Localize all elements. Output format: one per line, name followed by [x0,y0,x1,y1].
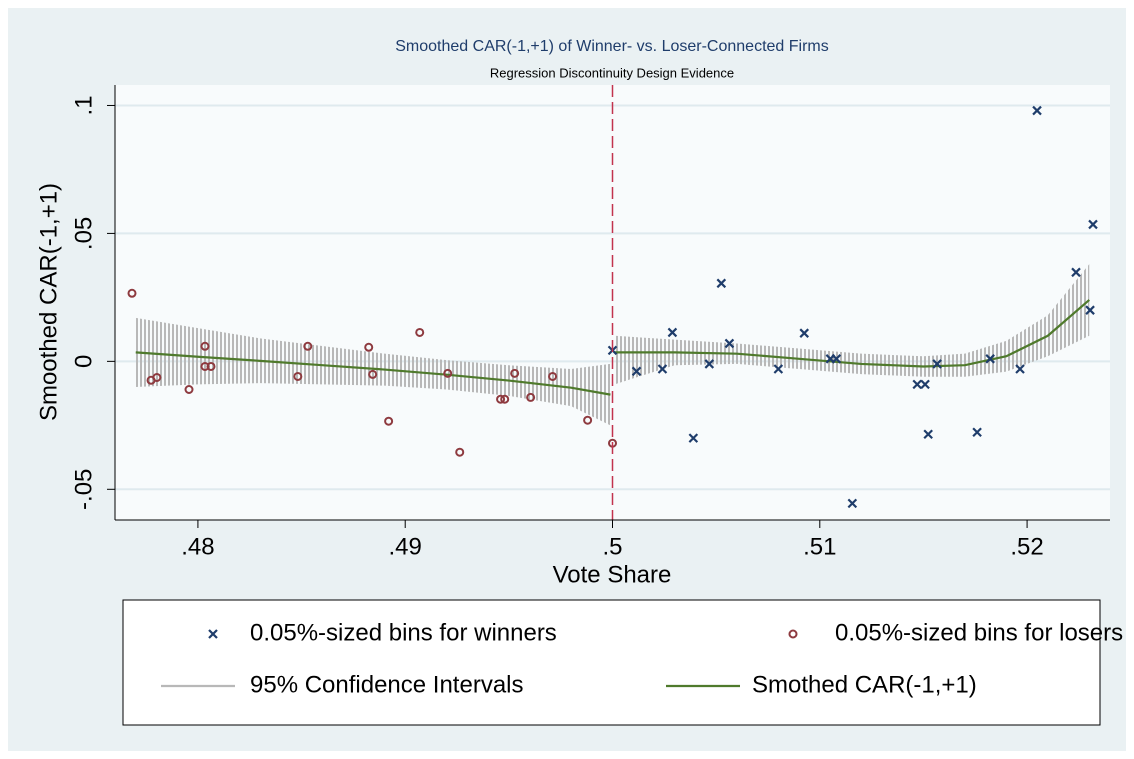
data-point [548,371,558,381]
data-point [152,372,162,382]
data-point [1032,105,1042,116]
plot-region [115,85,1110,520]
data-point [657,364,668,374]
legend-marker [788,629,798,639]
chart-title: Smoothed CAR(-1,+1) of Winner- vs. Loser… [395,38,828,55]
y-axis-title: Smoothed CAR(-1,+1) [35,183,62,421]
y-tick-label: -.05 [70,469,97,510]
data-point [799,328,810,338]
data-point [972,427,982,438]
data-point [912,379,922,390]
data-point [303,341,313,351]
data-point [496,394,506,404]
x-tick-label: .52 [1010,533,1043,560]
data-point [831,354,842,364]
data-point [1015,364,1025,374]
x-axis-title: Vote Share [553,561,672,588]
y-tick-label: .05 [70,217,97,250]
data-point [716,278,727,289]
data-point [932,359,942,369]
data-point [704,359,715,369]
legend-box [122,599,1101,726]
x-tick-label: .49 [389,533,422,560]
data-point [920,379,930,390]
chart-subtitle: Regression Discontinuity Design Evidence [490,65,734,80]
data-point [500,394,510,404]
data-layer [127,85,1098,520]
legend-label: 0.05%-sized bins for losers [835,619,1123,646]
data-point [184,385,194,394]
data-point [415,327,425,337]
data-point [443,368,453,378]
y-tick-label: .1 [70,95,97,115]
legend-label: Smothed CAR(-1,+1) [752,671,977,698]
data-point [583,415,593,425]
x-tick-label: .51 [803,533,836,560]
data-point [773,364,784,374]
data-point [364,342,374,352]
legend-label: 0.05%-sized bins for winners [250,619,557,646]
data-point [384,416,394,426]
data-point [985,354,995,364]
data-point [847,498,858,509]
data-point [724,338,735,349]
data-point [1088,219,1098,230]
smoothed-line [135,351,611,396]
data-point [1085,305,1095,315]
legend-marker [208,629,218,639]
data-point [293,371,303,381]
data-point [688,433,699,443]
data-point [526,392,536,402]
data-point [667,327,678,338]
data-point [923,429,933,440]
legend-label: 95% Confidence Intervals [250,671,524,698]
axis-layer: -.05 0 .05 .1 .48 .49 .5 .51 .52 [70,85,1110,560]
x-tick-label: .48 [181,533,214,560]
data-point [206,361,216,371]
data-point [455,447,465,457]
data-point [127,288,137,298]
data-point [510,368,520,378]
y-tick-label: 0 [70,355,97,368]
legend: 0.05%-sized bins for winners 0.05%-sized … [161,619,1123,698]
x-tick-label: .5 [602,533,622,560]
smoothed-line [614,299,1090,368]
data-point [1071,267,1081,278]
data-point [200,341,210,351]
data-point [368,369,378,379]
data-point [631,366,642,377]
